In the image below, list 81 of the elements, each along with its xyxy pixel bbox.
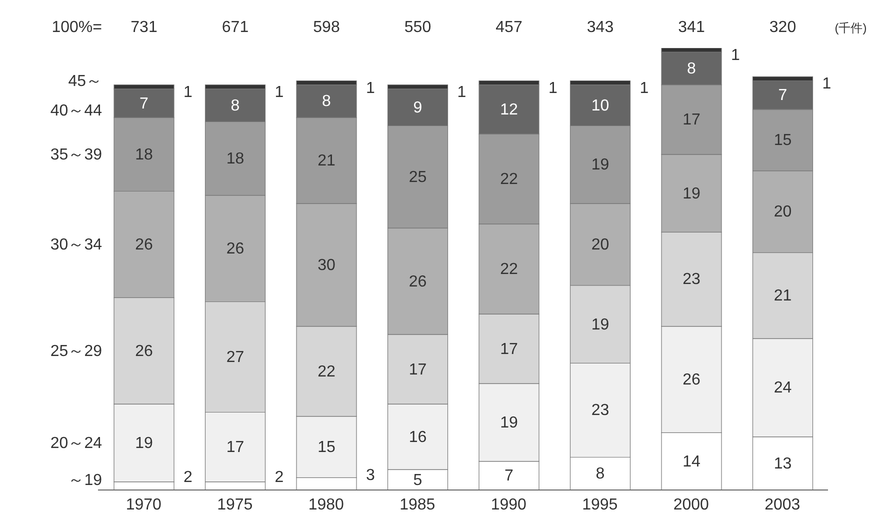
data-label: 23 <box>682 271 700 288</box>
text: (千件) <box>834 21 867 35</box>
data-label: 30 <box>318 256 336 274</box>
series-label: 25～29 <box>50 342 102 360</box>
data-label: 26 <box>135 236 153 254</box>
data-label: 25 <box>408 168 427 186</box>
data-label: 21 <box>774 288 792 305</box>
series-label: 45～ <box>68 72 102 90</box>
data-label: 21 <box>318 152 336 170</box>
data-label: 5 <box>413 472 422 489</box>
data-label: 19 <box>135 434 153 452</box>
data-label: 18 <box>135 146 153 164</box>
x-tick-label: 2000 <box>673 496 710 514</box>
data-label: 22 <box>500 170 518 188</box>
series-label: 35～39 <box>50 146 102 164</box>
x-tick-label: 2003 <box>764 496 800 514</box>
text: 341 <box>678 19 705 36</box>
data-label: 17 <box>408 361 427 378</box>
data-label: 2 <box>184 468 193 486</box>
x-tick-label: 1990 <box>490 496 527 514</box>
data-label: 26 <box>408 273 427 290</box>
text: 671 <box>222 19 249 36</box>
series-label: 40～44 <box>50 102 102 120</box>
data-label: 19 <box>682 185 700 202</box>
data-label: 10 <box>591 97 610 114</box>
data-label: 18 <box>226 150 244 168</box>
data-label: 22 <box>500 261 518 278</box>
text: 457 <box>496 19 522 36</box>
data-label: 1 <box>184 84 193 101</box>
data-label: 8 <box>322 93 332 110</box>
data-label: 7 <box>140 95 149 112</box>
x-tick-label: 1980 <box>308 496 344 514</box>
data-label: 23 <box>591 402 610 420</box>
data-label: 7 <box>504 468 514 485</box>
text: 598 <box>313 19 340 36</box>
data-label: 27 <box>226 348 244 366</box>
data-label: 26 <box>135 342 153 360</box>
data-label: 8 <box>230 97 240 114</box>
data-label: 14 <box>682 453 700 470</box>
data-label: 13 <box>774 455 792 472</box>
data-label: 15 <box>774 132 792 150</box>
data-label: 24 <box>774 380 792 397</box>
data-label: 1 <box>731 47 740 64</box>
data-label: 15 <box>318 439 336 456</box>
data-label: 20 <box>774 204 792 221</box>
data-label: 20 <box>591 236 610 254</box>
data-label: 1 <box>822 76 832 93</box>
series-label: 30～34 <box>50 236 102 254</box>
data-label: 1 <box>457 84 466 101</box>
x-tick-label: 1975 <box>217 496 253 514</box>
data-label: 17 <box>682 112 700 129</box>
data-label: 1 <box>640 80 649 97</box>
data-label: 1 <box>366 80 376 97</box>
data-label: 17 <box>226 439 244 456</box>
series-label: 20～24 <box>50 434 102 452</box>
data-label: 19 <box>500 414 518 432</box>
text: 731 <box>130 19 158 36</box>
data-label: 8 <box>687 60 696 78</box>
data-label: 9 <box>413 99 422 116</box>
data-label: 2 <box>274 468 284 486</box>
text: 320 <box>769 19 796 36</box>
x-tick-label: 1970 <box>126 496 162 514</box>
text: 100%= <box>52 19 102 36</box>
data-label: 1 <box>274 84 284 101</box>
data-label: 22 <box>318 363 336 380</box>
x-tick-label: 1995 <box>582 496 618 514</box>
data-label: 26 <box>226 240 244 258</box>
text: 343 <box>586 19 614 36</box>
x-tick-label: 1985 <box>400 496 436 514</box>
data-label: 12 <box>500 101 518 118</box>
series-label: ～19 <box>68 472 102 489</box>
data-label: 7 <box>778 87 788 104</box>
text: 550 <box>404 19 432 36</box>
data-label: 8 <box>596 466 605 483</box>
data-label: 17 <box>500 340 518 358</box>
data-label: 16 <box>408 428 427 446</box>
data-label: 3 <box>366 466 376 484</box>
data-label: 1 <box>548 80 558 97</box>
data-label: 26 <box>682 372 700 388</box>
data-label: 19 <box>591 156 610 174</box>
data-label: 19 <box>591 316 610 334</box>
